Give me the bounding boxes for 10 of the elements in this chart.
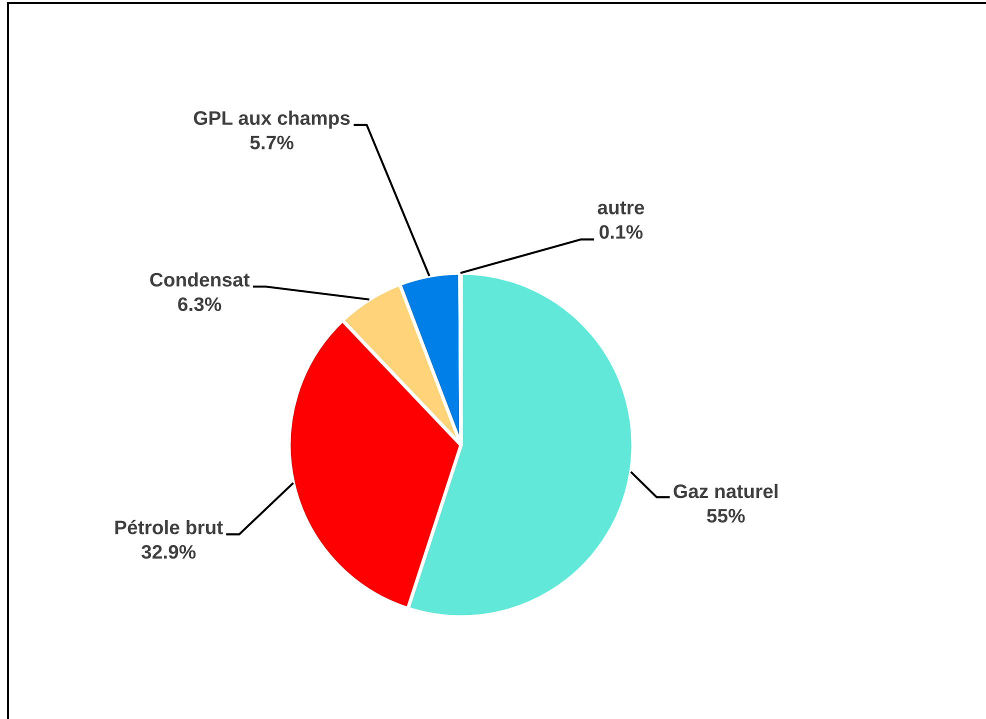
data-label: 55%	[707, 508, 745, 523]
slice-label: Condensat	[150, 272, 250, 287]
data-label: 6.3%	[178, 297, 222, 312]
data-label: 5.7%	[250, 136, 294, 150]
slice-label: Pétrole brut	[115, 520, 223, 534]
slice-label: GPL aux champs	[194, 110, 350, 129]
slice-label: autre	[598, 202, 644, 214]
data-label: 0.1%	[600, 225, 643, 239]
data-label: 32.9%	[141, 545, 196, 559]
slice-label: Gaz naturel	[674, 484, 778, 498]
